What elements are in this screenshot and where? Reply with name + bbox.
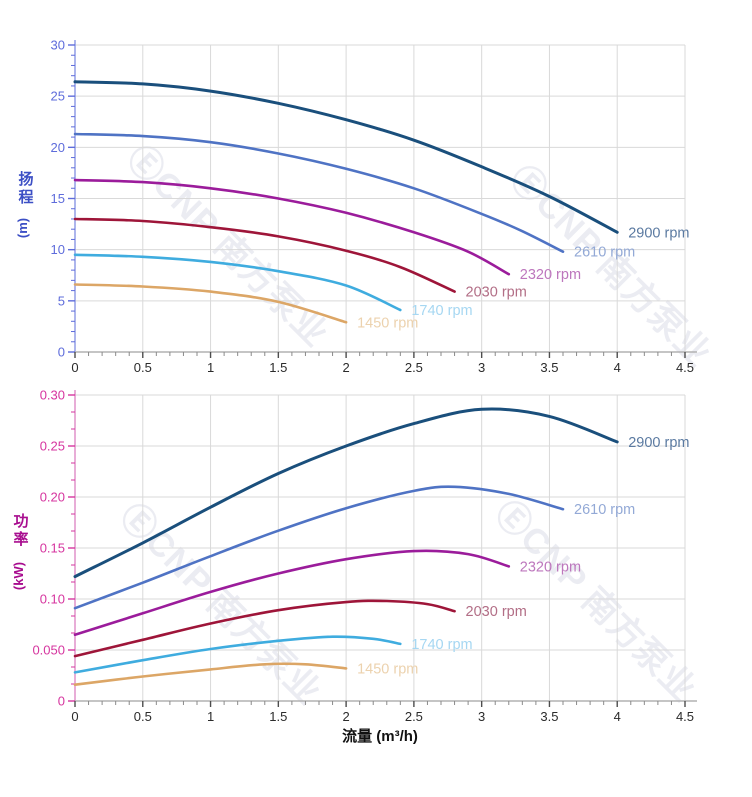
y-tick-label: 20 (51, 140, 65, 155)
curve-label-2610-rpm: 2610 rpm (574, 245, 635, 261)
curve-label-1450-rpm: 1450 rpm (357, 661, 418, 677)
x-tick-label: 2 (342, 709, 349, 724)
curve-1450-rpm (73, 283, 348, 324)
x-tick-label: 1.5 (269, 709, 287, 724)
y-tick-label: 0 (58, 694, 65, 709)
x-tick-label: 4 (614, 360, 621, 375)
x-tick-label: 1.5 (269, 360, 287, 375)
x-tick-label: 1 (207, 709, 214, 724)
y-tick-label: 25 (51, 89, 65, 104)
curve-2030-rpm (73, 217, 456, 293)
watermark-text: ⒺCNP 南方泵业 (112, 496, 328, 712)
curve-label-2900-rpm: 2900 rpm (628, 225, 689, 241)
curve-2320-rpm (73, 178, 511, 276)
watermark-text: ⒺCNP 南方泵业 (487, 493, 703, 709)
curve-2320-rpm (73, 549, 511, 636)
x-tick-label: 0 (71, 709, 78, 724)
curve-label-2610-rpm: 2610 rpm (574, 502, 635, 518)
x-tick-label: 0.5 (134, 709, 152, 724)
y-axis-title: 率 (13, 530, 28, 548)
curve-label-2030-rpm: 2030 rpm (466, 285, 527, 301)
x-tick-label: 2.5 (405, 360, 423, 375)
y-axis-unit: (m) (15, 218, 30, 238)
curve-label-2900-rpm: 2900 rpm (628, 435, 689, 451)
x-tick-label: 4.5 (676, 360, 694, 375)
y-tick-label: 0.10 (40, 592, 65, 607)
curve-1450-rpm (73, 662, 348, 686)
y-axis-unit: (kW) (11, 562, 26, 590)
x-tick-label: 4.5 (676, 709, 694, 724)
x-tick-label: 3.5 (540, 360, 558, 375)
curve-2900-rpm (73, 407, 619, 579)
power-chart: 0 0.050 0.10 0.15 0.20 0.25 0.30 0 0.5 1 1.5 2 2.5 3 3… (11, 388, 697, 745)
curve-label-1450-rpm: 1450 rpm (357, 315, 418, 331)
y-tick-label: 30 (51, 38, 65, 53)
y-tick-label: 0.20 (40, 490, 65, 505)
x-tick-label: 3 (478, 360, 485, 375)
curve-label-2320-rpm: 2320 rpm (520, 559, 581, 575)
curve-1740-rpm (73, 635, 402, 674)
x-tick-label: 3.5 (540, 709, 558, 724)
curve-2610-rpm (73, 485, 565, 610)
y-axis-title: 功 (13, 513, 28, 530)
y-tick-label: 0.15 (40, 541, 65, 556)
curve-label-2030-rpm: 2030 rpm (466, 604, 527, 620)
watermark-text: ⒺCNP 南方泵业 (119, 138, 335, 354)
x-tick-label: 3 (478, 709, 485, 724)
head-chart: 0 5 10 15 20 25 30 0 0.5 1 1.5 2 2.5 3 3.5 4 4.5 扬程 (m) 290… (15, 38, 697, 375)
x-tick-label: 2.5 (405, 709, 423, 724)
x-tick-label: 0 (71, 360, 78, 375)
y-tick-label: 10 (51, 242, 65, 257)
curve-2610-rpm (73, 132, 565, 253)
x-tick-label: 4 (614, 709, 621, 724)
y-tick-label: 0.050 (32, 643, 65, 658)
y-tick-label: 15 (51, 191, 65, 206)
y-axis-title: 程 (18, 189, 33, 206)
curve-label-1740-rpm: 1740 rpm (411, 303, 472, 319)
x-axis-title: 流量 (m³/h) (342, 727, 418, 745)
curve-2030-rpm (73, 599, 456, 658)
x-tick-label: 2 (342, 360, 349, 375)
curve-label-1740-rpm: 1740 rpm (411, 637, 472, 653)
y-axis-title: 扬 (18, 170, 33, 188)
curve-label-2320-rpm: 2320 rpm (520, 267, 581, 283)
y-tick-label: 0.25 (40, 439, 65, 454)
x-tick-label: 0.5 (134, 360, 152, 375)
y-tick-label: 5 (58, 293, 65, 308)
curve-1740-rpm (73, 253, 402, 312)
y-tick-label: 0.30 (40, 388, 65, 403)
y-tick-label: 0 (58, 345, 65, 360)
curve-2900-rpm (73, 80, 619, 234)
x-tick-label: 1 (207, 360, 214, 375)
